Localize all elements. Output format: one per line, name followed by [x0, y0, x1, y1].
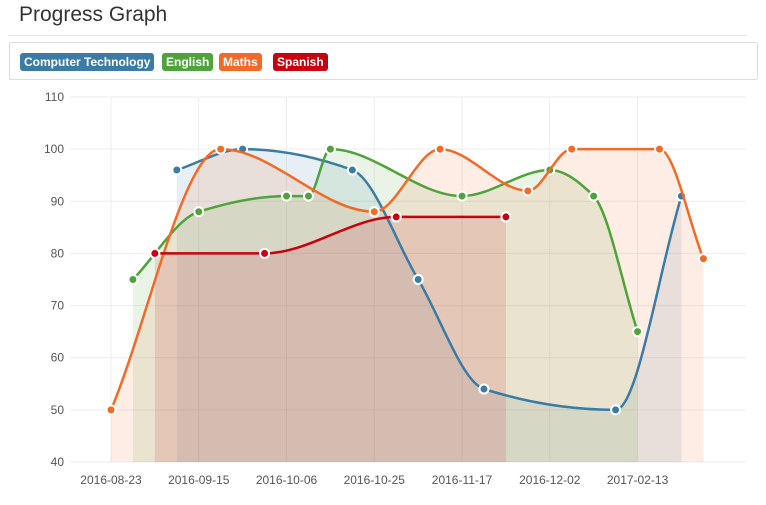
- data-point-spanish: [392, 212, 401, 221]
- data-point-maths: [523, 186, 532, 195]
- x-tick-label: 2017-02-13: [607, 473, 669, 487]
- x-tick-label: 2016-09-15: [168, 473, 230, 487]
- data-point-computer-technology: [348, 166, 357, 175]
- data-point-english: [633, 327, 642, 336]
- data-point-computer-technology: [172, 166, 181, 175]
- y-tick-label: 70: [51, 299, 65, 313]
- data-point-spanish: [501, 212, 510, 221]
- data-point-spanish: [150, 249, 159, 258]
- data-point-computer-technology: [414, 275, 423, 284]
- data-point-maths: [699, 254, 708, 263]
- y-tick-label: 110: [45, 90, 64, 104]
- data-point-maths: [370, 207, 379, 216]
- data-point-maths: [216, 145, 225, 154]
- y-tick-label: 100: [44, 142, 64, 156]
- x-tick-label: 2016-12-02: [519, 473, 581, 487]
- x-tick-label: 2016-10-06: [256, 473, 318, 487]
- y-tick-label: 50: [51, 403, 65, 417]
- x-tick-label: 2016-08-23: [80, 473, 142, 487]
- data-point-computer-technology: [479, 385, 488, 394]
- data-point-english: [326, 145, 335, 154]
- data-point-english: [304, 192, 313, 201]
- y-tick-label: 40: [51, 455, 65, 469]
- data-point-maths: [655, 145, 664, 154]
- data-point-english: [458, 192, 467, 201]
- y-tick-label: 60: [51, 351, 65, 365]
- data-point-maths: [436, 145, 445, 154]
- data-point-english: [282, 192, 291, 201]
- y-tick-label: 80: [51, 246, 65, 260]
- data-point-spanish: [260, 249, 269, 258]
- data-point-english: [589, 192, 598, 201]
- x-tick-label: 2016-11-17: [432, 473, 493, 487]
- data-point-maths: [567, 145, 576, 154]
- data-point-english: [194, 207, 203, 216]
- data-point-computer-technology: [611, 405, 620, 414]
- data-point-maths: [107, 405, 116, 414]
- data-point-english: [128, 275, 137, 284]
- y-tick-label: 90: [51, 194, 65, 208]
- x-tick-label: 2016-10-25: [344, 473, 406, 487]
